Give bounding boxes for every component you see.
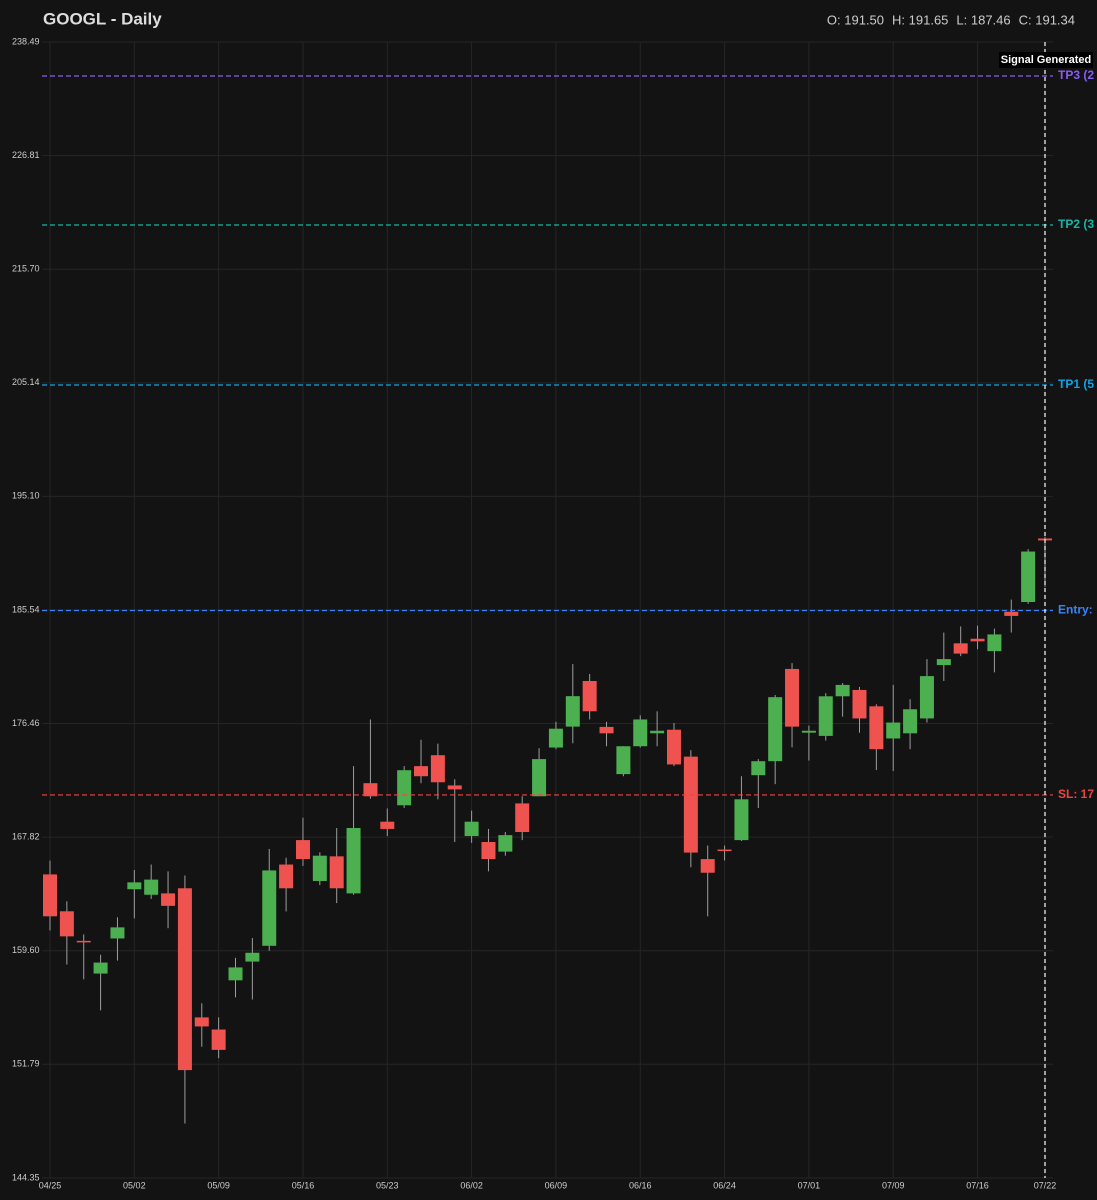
y-tick-label: 238.49: [12, 36, 40, 46]
candle-body: [262, 870, 277, 946]
candle-body: [295, 840, 310, 860]
candle-body: [785, 668, 800, 727]
signal-label: Signal Generated: [1001, 54, 1091, 66]
x-tick-label: 05/02: [123, 1180, 146, 1190]
candle-body: [903, 709, 918, 734]
x-tick-label: 05/23: [376, 1180, 399, 1190]
candle-body: [43, 874, 57, 917]
candle-body: [144, 879, 159, 895]
level-label: TP3 (2: [1058, 68, 1094, 82]
candle-body: [886, 722, 901, 739]
candle-body: [852, 689, 867, 719]
x-tick-label: 07/16: [966, 1180, 989, 1190]
candle-body: [599, 726, 614, 734]
candle-body: [161, 893, 176, 906]
signal-box: [999, 52, 1093, 68]
ohlc-value: C: 191.34: [1019, 12, 1075, 27]
candle-body: [110, 927, 125, 939]
level-label: Entry:: [1058, 603, 1093, 617]
candle-body: [464, 821, 479, 837]
candle-body: [447, 785, 462, 790]
y-tick-label: 215.70: [12, 264, 40, 274]
candle-body: [801, 730, 816, 733]
candle-body: [380, 821, 395, 829]
candle-body: [228, 967, 243, 981]
candle-body: [1021, 551, 1036, 602]
candle-body: [919, 676, 934, 719]
candle-body: [565, 696, 580, 727]
level-label: TP1 (5: [1058, 377, 1094, 391]
candle-body: [532, 759, 547, 797]
candle-body: [245, 952, 260, 962]
y-tick-label: 205.14: [12, 377, 40, 387]
x-tick-label: 06/24: [713, 1180, 736, 1190]
x-tick-label: 07/22: [1034, 1180, 1057, 1190]
candle-body: [650, 730, 665, 734]
x-tick-label: 04/25: [39, 1180, 62, 1190]
candle-body: [1004, 611, 1019, 616]
ohlc-value: L: 187.46: [956, 12, 1010, 27]
candle-body: [414, 766, 429, 777]
candle-body: [768, 697, 783, 762]
candle-body: [734, 799, 749, 841]
candle-body: [498, 835, 513, 852]
y-tick-label: 176.46: [12, 718, 40, 728]
candle-body: [481, 842, 496, 860]
candle-body: [633, 719, 648, 747]
level-label: SL: 17: [1058, 787, 1094, 801]
x-tick-label: 05/16: [292, 1180, 315, 1190]
candle-body: [700, 859, 715, 873]
candle-body: [953, 643, 968, 654]
candle-body: [430, 755, 445, 783]
candle-body: [177, 888, 192, 1071]
candle-body: [211, 1029, 226, 1050]
x-tick-label: 06/02: [460, 1180, 483, 1190]
ohlc-value: H: 191.65: [892, 12, 948, 27]
x-tick-label: 07/01: [798, 1180, 821, 1190]
level-label: TP2 (3: [1058, 217, 1094, 231]
x-tick-label: 07/09: [882, 1180, 905, 1190]
candle-body: [279, 864, 294, 889]
candle-body: [818, 696, 833, 736]
ohlc-value: O: 191.50: [827, 12, 884, 27]
candle-body: [751, 761, 766, 776]
y-tick-label: 226.81: [12, 150, 40, 160]
candle-body: [970, 638, 985, 642]
candle-body: [329, 856, 344, 889]
y-tick-label: 195.10: [12, 491, 40, 501]
candle-body: [666, 729, 681, 765]
y-tick-label: 151.79: [12, 1059, 40, 1069]
candle-body: [194, 1017, 209, 1027]
candle-body: [515, 803, 530, 833]
candle-body: [987, 634, 1002, 652]
chart-title: GOOGL - Daily: [43, 9, 162, 28]
candle-body: [683, 756, 698, 853]
candle-body: [936, 659, 951, 666]
candle-body: [397, 770, 412, 806]
candle-body: [616, 746, 631, 775]
y-tick-label: 144.35: [12, 1172, 40, 1182]
candle-body: [835, 684, 850, 697]
candle-body: [582, 681, 597, 712]
candle-body: [76, 940, 91, 943]
candle-body: [93, 962, 108, 974]
y-tick-label: 167.82: [12, 832, 40, 842]
candle-body: [312, 855, 327, 881]
x-tick-label: 05/09: [207, 1180, 230, 1190]
candle-body: [59, 911, 74, 937]
x-tick-label: 06/09: [545, 1180, 568, 1190]
y-tick-label: 185.54: [12, 604, 40, 614]
candle-body: [717, 849, 732, 852]
candle-body: [346, 827, 361, 894]
candle-body: [548, 728, 563, 748]
candle-body: [127, 882, 142, 890]
candle-body: [363, 783, 378, 797]
y-tick-label: 159.60: [12, 945, 40, 955]
candle-body: [869, 706, 884, 750]
x-tick-label: 06/16: [629, 1180, 652, 1190]
